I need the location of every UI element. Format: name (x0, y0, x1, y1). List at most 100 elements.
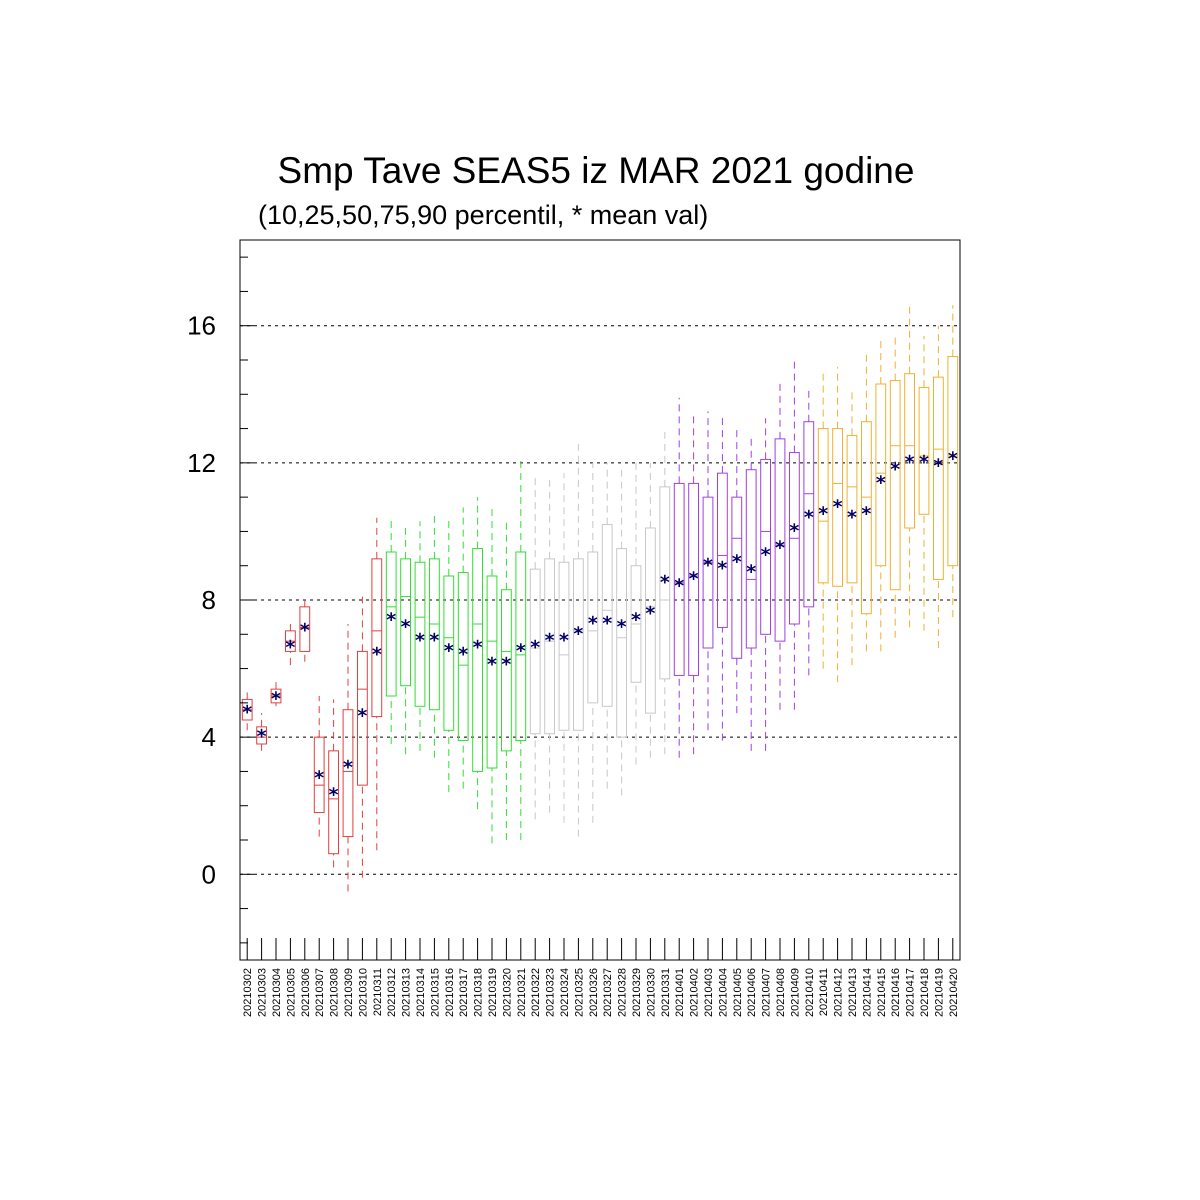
mean-marker-7: * (342, 757, 353, 779)
mean-marker-49: * (947, 448, 958, 470)
xtick-label-20210409: 20210409 (789, 968, 801, 1017)
xtick-label-20210331: 20210331 (660, 968, 672, 1017)
box-20210411: * (817, 373, 829, 669)
box-iqr-7 (342, 709, 354, 838)
box-20210402: * (688, 414, 699, 755)
mean-marker-45: * (889, 458, 900, 480)
mean-marker-15: * (457, 643, 468, 665)
mean-marker-48: * (933, 455, 944, 477)
box-iqr-40 (817, 428, 829, 584)
xtick-label-20210314: 20210314 (415, 968, 427, 1017)
box-20210401: * (673, 397, 685, 758)
xtick-label-20210416: 20210416 (890, 968, 902, 1017)
mean-marker-10: * (385, 609, 396, 631)
xtick-label-20210411: 20210411 (818, 968, 830, 1016)
xtick-label-20210305: 20210305 (285, 968, 297, 1017)
xtick-label-20210322: 20210322 (530, 968, 542, 1017)
box-iqr-33 (717, 472, 728, 628)
mean-marker-8: * (357, 705, 368, 727)
box-iqr-10 (385, 551, 397, 697)
mean-marker-39: * (803, 506, 814, 528)
box-iqr-49 (947, 356, 959, 567)
box-20210414: * (861, 349, 872, 652)
box-20210322: * (529, 476, 541, 820)
xtick-label-20210315: 20210315 (429, 968, 441, 1017)
xtick-label-20210306: 20210306 (300, 968, 312, 1017)
box-20210419: * (933, 325, 944, 648)
mean-marker-43: * (861, 503, 872, 525)
mean-marker-25: * (601, 613, 612, 635)
box-iqr-31 (688, 482, 699, 676)
box-20210418: * (918, 336, 930, 631)
mean-marker-29: * (659, 571, 670, 593)
box-iqr-34 (731, 496, 743, 659)
box-20210317: * (457, 507, 469, 789)
box-iqr-32 (702, 496, 714, 649)
ytick-label-3: 12 (187, 448, 216, 478)
mean-marker-44: * (875, 472, 886, 494)
box-20210315: * (429, 510, 440, 758)
box-20210406: * (745, 438, 757, 751)
box-iqr-23 (573, 558, 584, 731)
mean-marker-13: * (429, 630, 440, 652)
box-20210326: * (587, 462, 599, 823)
box-20210417: * (904, 305, 915, 628)
box-iqr-46 (904, 373, 915, 529)
xtick-label-20210401: 20210401 (674, 968, 686, 1017)
box-20210309: * (342, 624, 354, 892)
mean-marker-18: * (501, 654, 512, 676)
mean-marker-2: * (270, 688, 281, 710)
xtick-label-20210406: 20210406 (746, 968, 758, 1017)
box-iqr-21 (544, 558, 555, 735)
mean-marker-33: * (717, 558, 728, 580)
xtick-label-20210313: 20210313 (401, 968, 413, 1017)
box-iqr-25 (601, 524, 613, 707)
box-20210404: * (717, 414, 728, 741)
box-20210303: * (256, 713, 267, 751)
box-20210324: * (558, 473, 570, 823)
box-iqr-44 (875, 383, 887, 567)
mean-marker-19: * (515, 640, 526, 662)
box-iqr-8 (357, 650, 368, 786)
mean-marker-9: * (371, 643, 382, 665)
box-iqr-42 (846, 434, 858, 584)
mean-marker-46: * (904, 451, 915, 473)
chart-subtitle: (10,25,50,75,90 percentil, * mean val) (258, 200, 709, 230)
xtick-label-20210410: 20210410 (804, 968, 816, 1017)
box-iqr-4 (299, 606, 311, 652)
box-iqr-5 (313, 736, 325, 814)
box-20210319: * (486, 504, 498, 844)
box-20210325: * (573, 438, 584, 837)
ytick-label-0: 0 (202, 859, 216, 889)
xtick-label-20210325: 20210325 (573, 968, 585, 1017)
box-iqr-20 (529, 568, 541, 735)
xtick-label-20210309: 20210309 (343, 968, 355, 1017)
box-20210304: * (270, 678, 282, 710)
xtick-label-20210415: 20210415 (876, 968, 888, 1017)
box-20210306: * (299, 596, 311, 662)
ytick-label-2: 8 (202, 585, 216, 615)
mean-marker-37: * (774, 537, 785, 559)
box-20210403: * (702, 411, 714, 731)
box-20210415: * (875, 336, 887, 652)
box-iqr-26 (616, 548, 627, 738)
mean-marker-27: * (630, 609, 641, 631)
ytick-label-1: 4 (202, 722, 216, 752)
mean-marker-31: * (688, 568, 699, 590)
mean-marker-20: * (529, 637, 540, 659)
box-20210410: * (803, 390, 815, 676)
mean-marker-28: * (645, 602, 656, 624)
mean-marker-11: * (400, 616, 411, 638)
box-20210320: * (501, 521, 512, 840)
box-20210302: * (241, 689, 253, 731)
box-iqr-29 (659, 486, 671, 680)
box-20210330: * (645, 462, 656, 758)
xtick-label-20210307: 20210307 (314, 968, 326, 1017)
mean-marker-47: * (918, 451, 929, 473)
box-20210312: * (385, 517, 397, 744)
box-20210307: * (313, 696, 325, 837)
xtick-label-20210417: 20210417 (905, 968, 917, 1017)
xtick-label-20210402: 20210402 (689, 968, 701, 1017)
mean-marker-38: * (789, 520, 800, 542)
